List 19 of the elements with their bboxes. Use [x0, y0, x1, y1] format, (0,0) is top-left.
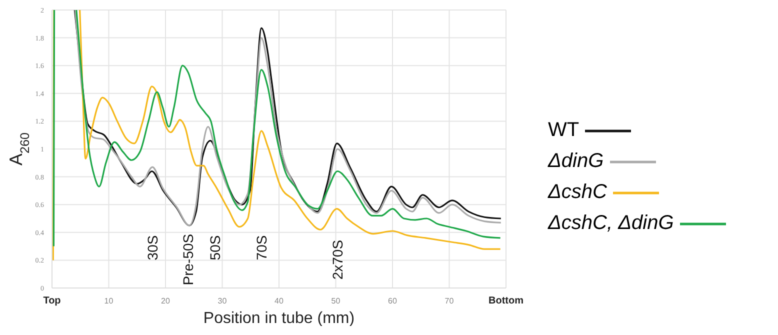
text: 70S	[253, 235, 270, 260]
text: Pre-50S	[180, 234, 196, 286]
x-tick-label: 20	[161, 296, 170, 306]
x-tick-label: 40	[274, 296, 284, 306]
x-tick-label: Top	[43, 296, 61, 306]
text: 30S	[144, 235, 160, 260]
legend-label: ΔcshC	[548, 180, 607, 205]
x-tick-label: 60	[388, 296, 398, 306]
x-tick-label: 30	[218, 296, 228, 306]
x-tick-label: 50	[331, 296, 341, 306]
text: 2x70S	[330, 240, 346, 280]
legend-label: ΔcshC, ΔdinG	[548, 211, 674, 236]
x-tick-label: 10	[104, 296, 114, 306]
x-axis-title: Position in tube (mm)	[203, 310, 355, 327]
text: 50S	[206, 235, 223, 260]
x-tick-label: Bottom	[488, 296, 524, 306]
legend-label: WT	[548, 118, 580, 143]
legend-label: ΔdinG	[548, 149, 604, 174]
x-tick-label: 70	[444, 296, 454, 306]
